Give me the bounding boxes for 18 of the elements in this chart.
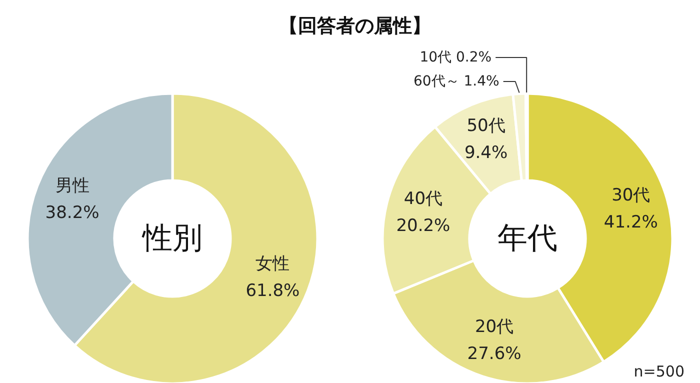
- slice-label: 女性: [256, 254, 290, 274]
- text: n=500: [634, 362, 685, 380]
- slice-label: 30代: [612, 186, 650, 206]
- text: 性別: [142, 221, 202, 256]
- slice-label: 男性: [55, 176, 90, 196]
- slice-label: 60代～ 1.4%: [413, 74, 500, 90]
- data-label: 9.4%: [464, 142, 508, 163]
- data-label: 20.2%: [396, 216, 450, 236]
- data-label: 61.8%: [246, 280, 300, 301]
- text: 年代: [498, 221, 558, 256]
- data-label: 38.2%: [45, 203, 100, 224]
- slice-label: 40代: [404, 188, 443, 209]
- data-label: 27.6%: [467, 344, 522, 364]
- slice-label: 10代 0.2%: [420, 50, 492, 66]
- slice-label: 50代: [466, 116, 506, 136]
- data-label: 41.2%: [604, 212, 658, 233]
- slice-label: 20代: [474, 317, 514, 338]
- text: 【回答者の属性】: [279, 14, 431, 39]
